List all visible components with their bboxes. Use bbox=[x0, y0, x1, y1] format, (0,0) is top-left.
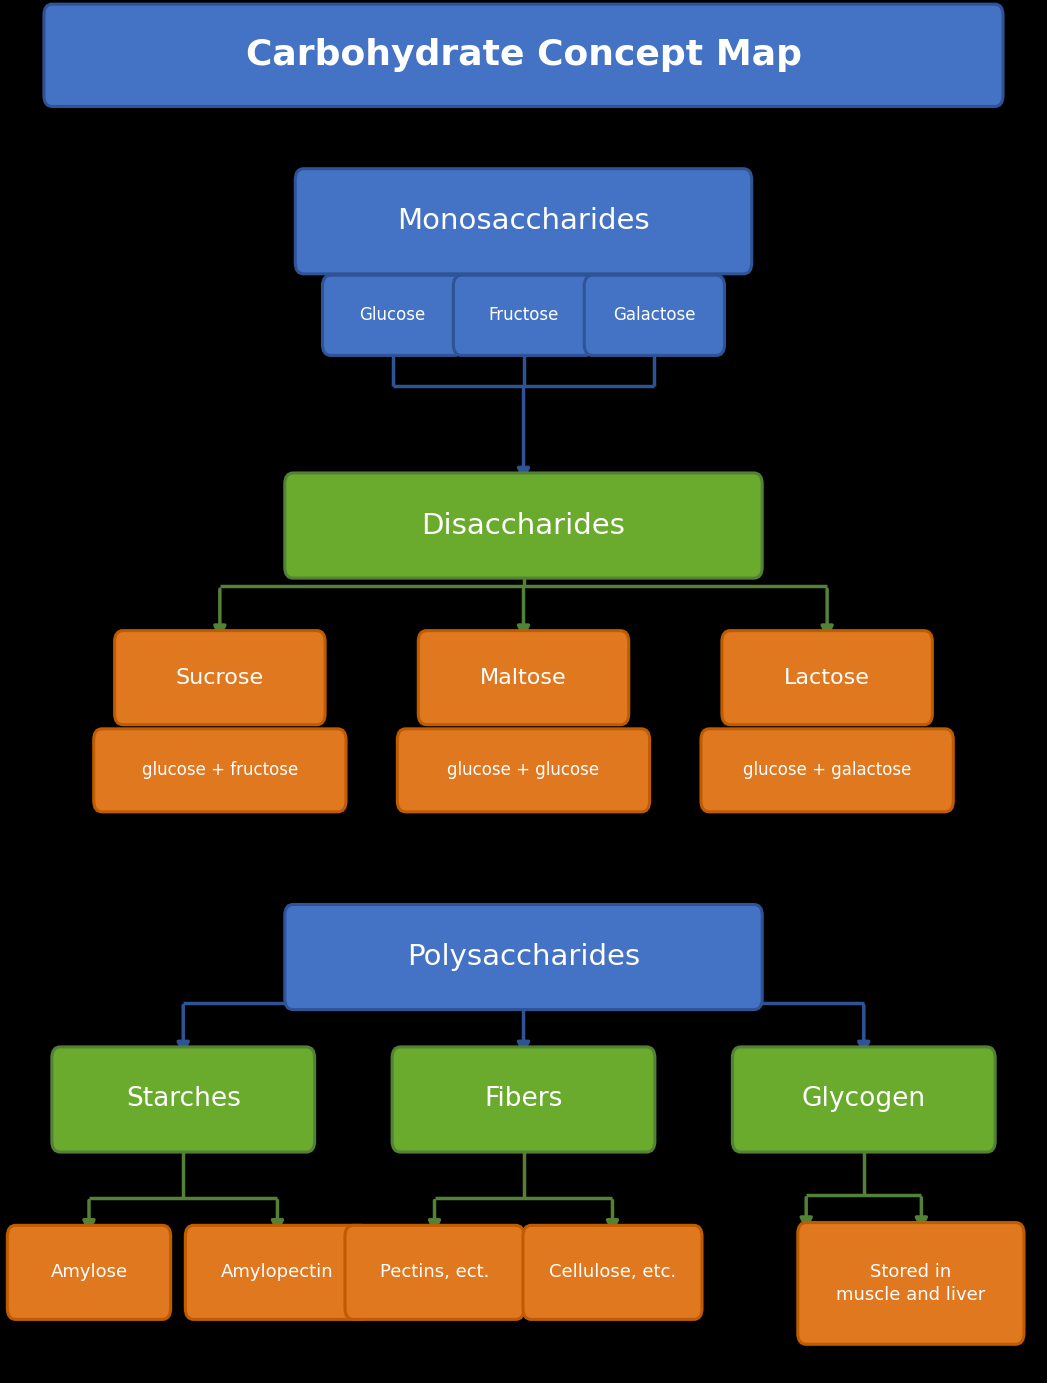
Text: glucose + galactose: glucose + galactose bbox=[743, 761, 911, 780]
Text: Disaccharides: Disaccharides bbox=[422, 512, 625, 539]
FancyBboxPatch shape bbox=[185, 1225, 370, 1319]
FancyBboxPatch shape bbox=[7, 1225, 171, 1319]
Text: Starches: Starches bbox=[126, 1087, 241, 1112]
Text: Monosaccharides: Monosaccharides bbox=[397, 207, 650, 235]
FancyBboxPatch shape bbox=[285, 473, 762, 578]
Text: Amylose: Amylose bbox=[50, 1263, 128, 1282]
FancyBboxPatch shape bbox=[722, 631, 933, 725]
FancyBboxPatch shape bbox=[392, 1047, 654, 1152]
Text: Cellulose, etc.: Cellulose, etc. bbox=[549, 1263, 676, 1282]
FancyBboxPatch shape bbox=[453, 275, 594, 355]
Text: Fibers: Fibers bbox=[485, 1087, 562, 1112]
Text: Stored in
muscle and liver: Stored in muscle and liver bbox=[837, 1263, 985, 1304]
FancyBboxPatch shape bbox=[418, 631, 628, 725]
FancyBboxPatch shape bbox=[285, 904, 762, 1010]
FancyBboxPatch shape bbox=[701, 729, 953, 812]
FancyBboxPatch shape bbox=[114, 631, 325, 725]
Text: Polysaccharides: Polysaccharides bbox=[407, 943, 640, 971]
FancyBboxPatch shape bbox=[584, 275, 725, 355]
Text: Amylopectin: Amylopectin bbox=[221, 1263, 334, 1282]
FancyBboxPatch shape bbox=[44, 4, 1003, 106]
FancyBboxPatch shape bbox=[51, 1047, 314, 1152]
FancyBboxPatch shape bbox=[798, 1223, 1024, 1344]
Text: Glucose: Glucose bbox=[359, 306, 426, 325]
FancyBboxPatch shape bbox=[322, 275, 463, 355]
Text: Galactose: Galactose bbox=[614, 306, 695, 325]
Text: Sucrose: Sucrose bbox=[176, 668, 264, 687]
FancyBboxPatch shape bbox=[732, 1047, 995, 1152]
FancyBboxPatch shape bbox=[344, 1225, 524, 1319]
Text: glucose + glucose: glucose + glucose bbox=[447, 761, 600, 780]
FancyBboxPatch shape bbox=[398, 729, 649, 812]
FancyBboxPatch shape bbox=[524, 1225, 701, 1319]
Text: Lactose: Lactose bbox=[784, 668, 870, 687]
FancyBboxPatch shape bbox=[295, 169, 752, 274]
Text: Glycogen: Glycogen bbox=[802, 1087, 926, 1112]
FancyBboxPatch shape bbox=[93, 729, 346, 812]
Text: Carbohydrate Concept Map: Carbohydrate Concept Map bbox=[245, 39, 802, 72]
Text: Maltose: Maltose bbox=[481, 668, 566, 687]
Text: Fructose: Fructose bbox=[488, 306, 559, 325]
Text: Pectins, ect.: Pectins, ect. bbox=[380, 1263, 489, 1282]
Text: glucose + fructose: glucose + fructose bbox=[141, 761, 298, 780]
